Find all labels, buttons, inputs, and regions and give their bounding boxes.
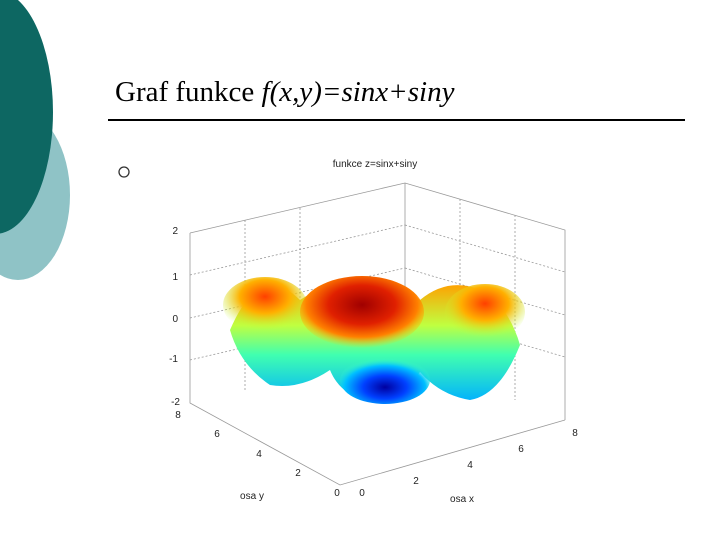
surface (223, 276, 525, 404)
x-tick-label: 4 (467, 460, 473, 471)
x-tick-label: 8 (572, 428, 578, 439)
y-tick-label: 4 (256, 449, 262, 460)
title-text: Graf funkce (115, 76, 254, 108)
z-tick-label: 0 (172, 314, 178, 325)
y-tick-label: 8 (175, 410, 181, 421)
z-tick-label: 1 (172, 272, 178, 283)
title-formula: f(x,y)=sinx+siny (262, 76, 455, 108)
x-tick-label: 6 (518, 444, 524, 455)
x-tick-label: 2 (413, 476, 419, 487)
slide-title: Graf funkce f(x,y)=sinx+siny (115, 76, 455, 108)
x-tick-label: 0 (359, 488, 365, 499)
x-axis-label: osa x (450, 494, 474, 505)
z-tick-label: 2 (172, 226, 178, 237)
bullet (118, 166, 130, 178)
decor-circle (0, 0, 53, 234)
plot-title: funkce z=sinx+siny (333, 159, 418, 170)
y-axis-label: osa y (240, 491, 264, 502)
y-tick-label: 6 (214, 429, 220, 440)
y-tick-label: 0 (334, 488, 340, 499)
y-tick-label: 2 (295, 468, 301, 479)
z-tick-label: -2 (171, 397, 180, 408)
plot: funkce z=sinx+siny 2 1 0 -1 -2 8 6 4 2 0… (169, 159, 578, 505)
z-tick-label: -1 (169, 354, 178, 365)
